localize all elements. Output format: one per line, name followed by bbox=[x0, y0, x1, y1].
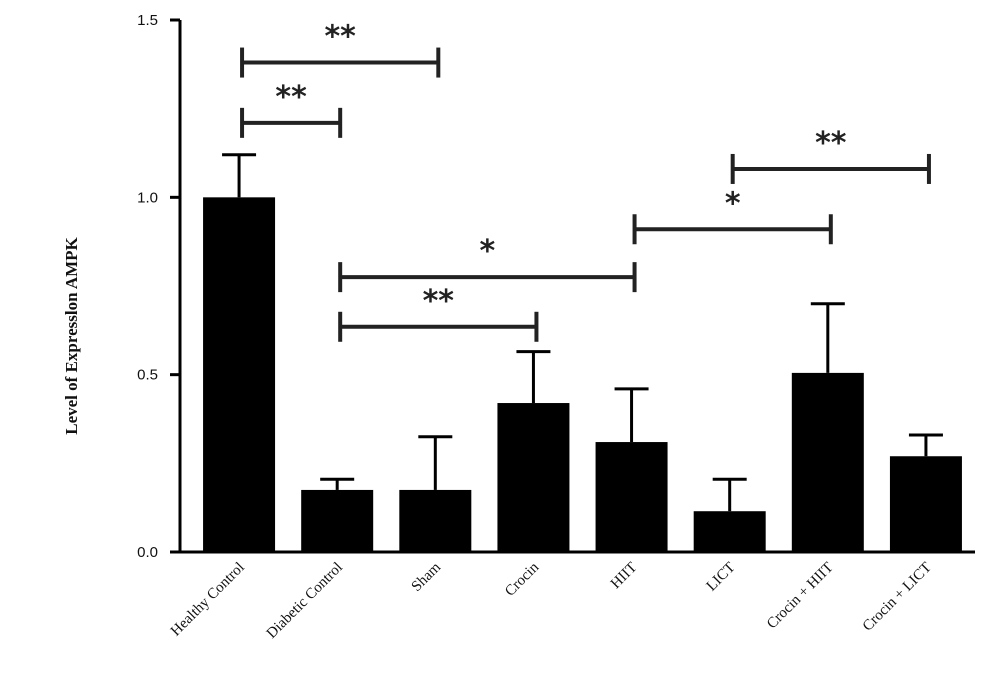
y-tick-label: 0.5 bbox=[137, 367, 158, 384]
bar bbox=[497, 403, 570, 552]
x-tick-label: HIIT bbox=[608, 560, 641, 593]
x-tick-label: Healthy Control bbox=[168, 560, 248, 640]
x-tick-label: Crocin + HIIT bbox=[764, 560, 837, 633]
significance-label: * bbox=[725, 186, 741, 221]
y-ticks: 0.0 0.5 1.0 1.5 bbox=[137, 12, 180, 561]
bar bbox=[595, 442, 668, 552]
bar bbox=[889, 456, 962, 552]
x-tick-label: LICT bbox=[704, 560, 739, 595]
y-tick-label: 1.5 bbox=[137, 12, 158, 29]
bar bbox=[791, 372, 864, 552]
bars bbox=[203, 197, 962, 553]
bar bbox=[301, 489, 374, 552]
y-tick-label: 0.0 bbox=[137, 544, 158, 561]
y-axis-label: Level of Expresslon AMPK bbox=[62, 236, 81, 434]
error-bars bbox=[222, 153, 943, 512]
significance-brackets: ********** bbox=[240, 20, 931, 342]
x-tick-label: Crocin + LICT bbox=[860, 560, 935, 635]
significance-label: ** bbox=[324, 20, 356, 55]
significance-label: ** bbox=[423, 284, 455, 319]
bar bbox=[399, 489, 472, 552]
significance-label: ** bbox=[275, 80, 307, 115]
significance-label: ** bbox=[815, 126, 847, 161]
bar bbox=[203, 197, 276, 553]
x-tick-label: Sham bbox=[409, 559, 445, 595]
bar bbox=[693, 511, 766, 552]
x-ticks: Healthy Control Diabetic Control Sham Croci… bbox=[168, 559, 935, 642]
significance-label: * bbox=[480, 234, 496, 269]
x-tick-label: Diabetic Control bbox=[264, 560, 346, 642]
y-tick-label: 1.0 bbox=[137, 189, 158, 206]
x-tick-label: Crocin bbox=[502, 559, 543, 600]
